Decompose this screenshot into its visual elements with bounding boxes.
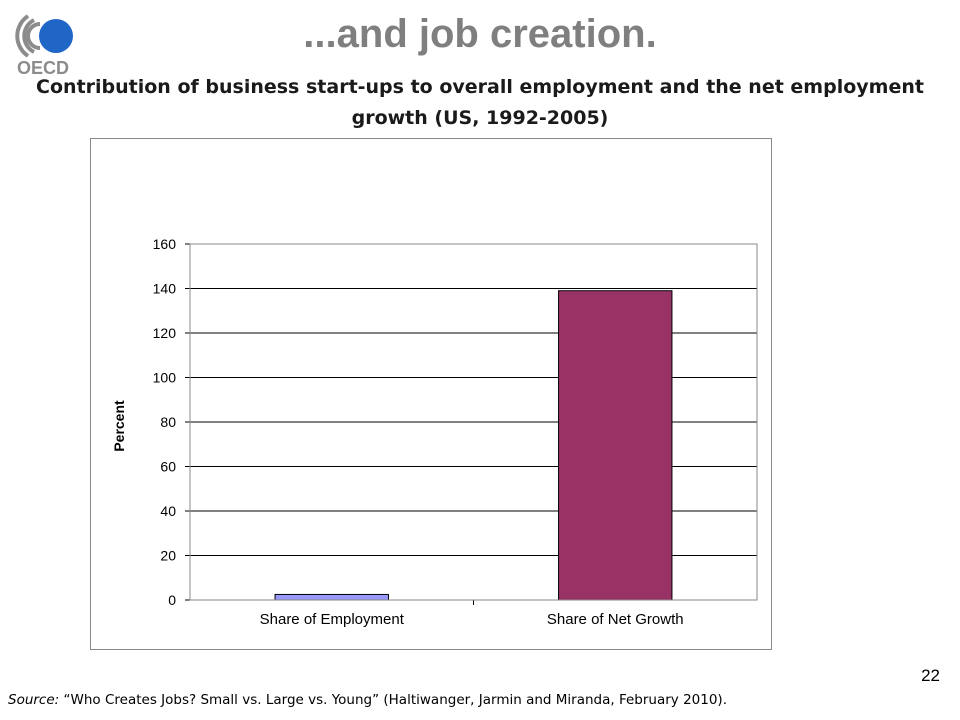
bar-2	[558, 290, 673, 601]
oecd-logo: OECD	[15, 14, 73, 78]
y-tick-label: 140	[153, 281, 177, 297]
bar-chart: 0 20 40 60 80 100 120 140 160 Share of Employmen…	[111, 236, 758, 628]
y-tick-label: 60	[160, 459, 176, 475]
y-tick-label: 80	[160, 414, 176, 430]
y-tick-label: 160	[153, 236, 177, 252]
chart-title: Contribution of business start-ups to ov…	[36, 76, 924, 129]
y-tick-label: 120	[153, 325, 177, 341]
bar-1	[274, 593, 389, 601]
source-text: “Who Creates Jobs? Small vs. Large vs. Y…	[59, 692, 728, 708]
bars	[274, 290, 673, 605]
y-tick-label: 20	[160, 548, 176, 564]
slide-title: ...and job creation.	[303, 12, 657, 56]
source-label: Source:	[8, 692, 60, 708]
y-axis-label: Percent	[111, 400, 127, 452]
y-tick-label: 0	[168, 592, 176, 608]
axes	[189, 243, 758, 601]
plot-area-border	[189, 243, 758, 601]
y-tick-label: 40	[160, 503, 176, 519]
x-tick-labels: Share of Employment Share of Net Growth	[260, 611, 684, 628]
x-tick-label: Share of Net Growth	[547, 611, 684, 628]
logo-text: OECD	[17, 58, 69, 78]
y-tick-labels: 0 20 40 60 80 100 120 140 160	[153, 236, 177, 608]
source-note: Source: “Who Creates Jobs? Small vs. Lar…	[8, 692, 953, 708]
page-number: 22	[921, 666, 940, 685]
x-tick-label: Share of Employment	[260, 611, 405, 628]
logo-arcs	[15, 14, 41, 58]
y-tick-label: 100	[153, 370, 177, 386]
logo-circle	[39, 19, 73, 53]
